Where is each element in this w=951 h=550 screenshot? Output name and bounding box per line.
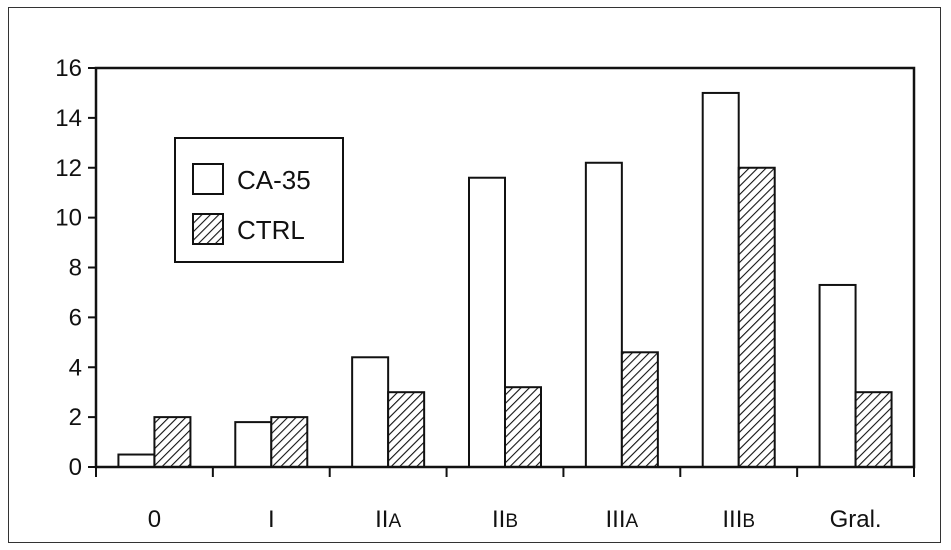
x-tick-label-6: Gral.: [830, 506, 882, 533]
y-tick-label-1: 2: [69, 404, 82, 431]
bar-ca-35-0: [117, 453, 156, 468]
bar-ctrl-1: [270, 416, 309, 468]
x-tick-label-4: IIIA: [606, 506, 639, 533]
bar-ctrl-5: [737, 166, 776, 468]
legend-label-ctrl: CTRL: [237, 215, 305, 245]
x-tick-label-1: I: [268, 506, 275, 533]
bar-ca-35-6: [818, 283, 857, 468]
bar-ctrl-2: [387, 391, 426, 468]
y-tick-label-0: 0: [69, 454, 82, 481]
y-tick-label-6: 12: [55, 155, 82, 182]
y-tick-label-4: 8: [69, 255, 82, 282]
bar-ca-35-2: [351, 356, 390, 468]
x-tick-label-2: IIA: [375, 506, 401, 533]
legend-label-ca-35: CA-35: [237, 165, 311, 195]
y-tick-label-5: 10: [55, 205, 82, 232]
bar-ctrl-0: [153, 416, 192, 468]
legend: CA-35 CTRL: [174, 137, 344, 263]
y-tick-label-8: 16: [55, 55, 82, 82]
bar-ctrl-3: [504, 386, 542, 469]
x-tick-label-5: IIIB: [722, 506, 755, 533]
bar-ca-35-1: [234, 421, 273, 468]
bar-ctrl-6: [854, 391, 893, 468]
bar-ctrl-4: [620, 351, 659, 469]
y-tick-label-2: 4: [69, 354, 82, 381]
legend-swatch-ctrl: [192, 213, 224, 245]
legend-swatch-ca-35: [192, 163, 224, 195]
y-tick-label-7: 14: [55, 105, 82, 132]
bar-ca-35-5: [701, 91, 740, 468]
x-tick-label-3: IIB: [492, 506, 518, 533]
y-tick-label-3: 6: [69, 304, 82, 331]
x-tick-label-0: 0: [148, 506, 161, 533]
bar-ca-35-3: [468, 176, 506, 468]
bar-ca-35-4: [584, 161, 623, 468]
bars-group: [117, 91, 893, 469]
